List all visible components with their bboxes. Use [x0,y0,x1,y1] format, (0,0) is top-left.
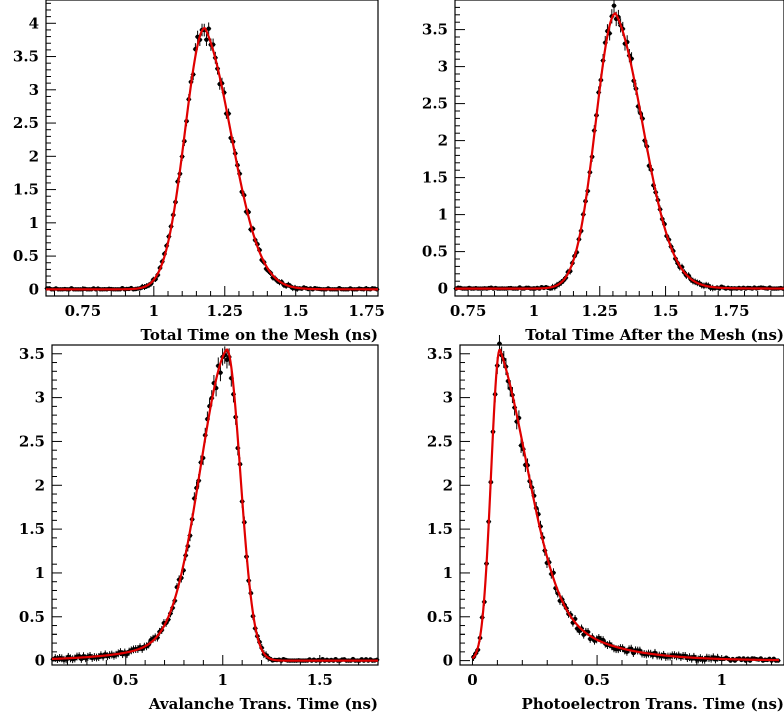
y-tick-label: 0.5 [19,608,45,626]
x-tick-label: 0 [467,671,477,689]
y-tick-label: 0.5 [13,247,39,265]
data-points [471,335,781,664]
y-tick-label: 1.5 [427,520,453,538]
x-tick-label: 0.75 [65,302,102,320]
plot-frame [45,0,379,297]
y-tick-label: 2.5 [427,432,453,450]
panel-avalanche-time: 0 0.5 1 1.5 2 2.5 3 3.5 0.5 1 1.5 Avalanche Trans. … [19,344,380,713]
y-tick-label: 0 [29,280,39,298]
y-tick-label: 3.5 [19,345,45,363]
data-point [611,3,617,8]
y-tick-label: 3.5 [422,21,448,39]
x-tick-label: 0.5 [584,671,610,689]
fit-curve [471,348,780,662]
y-tick-label: 2.5 [19,432,45,450]
x-axis-title: Total Time on the Mesh (ns) [140,326,378,344]
data-point [218,370,223,375]
x-tick-label: 1.25 [581,302,618,320]
y-tick-label: 2 [35,476,45,494]
y-tick-label: 0.5 [427,608,453,626]
y-tick-label: 3.5 [13,48,39,66]
data-point [206,26,211,31]
x-axis-title: Avalanche Trans. Time (ns) [148,695,378,713]
x-axis-title: Photoelectron Trans. Time (ns) [521,695,784,713]
y-tick-label: 3 [29,81,39,99]
y-tick-label: 4 [29,14,39,32]
y-tick-label: 1 [29,214,39,232]
fit-curve [51,348,378,662]
y-tick-label: 3 [35,389,45,407]
panel-after-mesh-time: 0 0.5 1 1.5 2 2.5 3 3.5 0.75 1 1.25 1.5 1.75 Total Ti… [422,0,784,344]
fit-curve [46,26,378,291]
x-tick-label: 1 [149,302,159,320]
y-tick-label: 0 [438,280,448,298]
y-tick-label: 2 [443,476,453,494]
y-tick-label: 0 [35,652,45,670]
y-tick-label: 1 [443,564,453,582]
x-tick-label: 1.5 [283,302,309,320]
panel-photoelectron-time: 0 0.5 1 1.5 2 2.5 3 3.5 0 0.5 1 Photoelectron Trans… [427,335,784,713]
x-tick-label: 1.75 [348,302,385,320]
data-points [453,0,784,292]
x-axis-title: Total Time After the Mesh (ns) [525,326,784,344]
x-tick-label: 1.25 [206,302,243,320]
y-tick-label: 0 [443,652,453,670]
y-tick-label: 2 [438,132,448,150]
x-tick-label: 1.5 [307,671,333,689]
x-tick-label: 1.5 [653,302,679,320]
y-tick-label: 1 [438,206,448,224]
x-tick-label: 1 [716,671,726,689]
x-tick-label: 1 [218,671,228,689]
fit-curve [455,11,784,290]
y-tick-label: 3.5 [427,345,453,363]
y-tick-label: 1 [35,564,45,582]
y-tick-label: 1.5 [19,520,45,538]
x-tick-label: 1.75 [713,302,750,320]
data-points [50,346,380,664]
data-point [497,341,502,346]
y-tick-label: 1.5 [13,181,39,199]
plot-frame [459,344,784,666]
y-tick-label: 2.5 [422,95,448,113]
data-points [44,22,380,292]
y-tick-label: 3 [438,58,448,76]
y-tick-label: 0.5 [422,243,448,261]
y-tick-label: 3 [443,389,453,407]
y-tick-label: 1.5 [422,169,448,187]
y-tick-label: 2.5 [13,114,39,132]
data-point [204,37,209,42]
y-tick-label: 2 [29,147,39,165]
panel-mesh-time: 0 0.5 1 1.5 2 2.5 3 3.5 4 0.75 1 1.25 1.5 1.75 Total T… [13,0,385,344]
x-tick-label: 0.5 [113,671,139,689]
x-tick-label: 1 [529,302,539,320]
plot-frame [454,0,784,297]
plot-frame [51,344,379,666]
x-tick-label: 0.75 [450,302,487,320]
